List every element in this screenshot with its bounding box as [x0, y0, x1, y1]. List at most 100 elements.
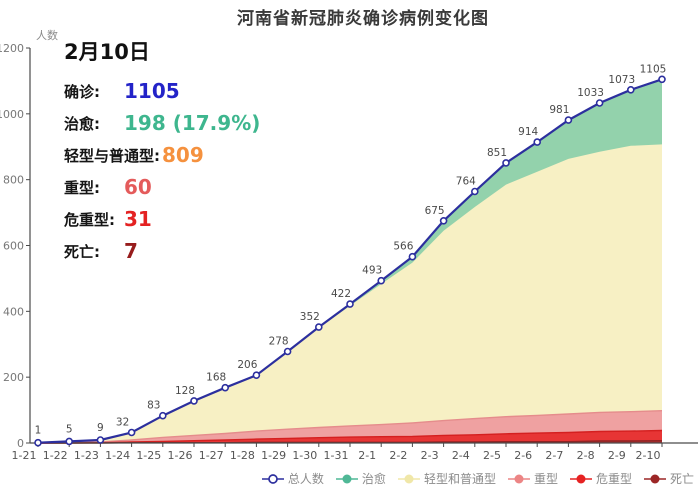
y-tick-label: 800	[3, 174, 24, 187]
x-tick-label: 1-25	[136, 449, 161, 462]
y-tick-label: 1200	[0, 42, 24, 55]
edge-重型	[37, 410, 663, 444]
total-point	[96, 436, 105, 444]
y-axis-unit-label: 人数	[36, 29, 58, 42]
death-label: 死亡:	[64, 242, 100, 261]
total-point	[283, 347, 292, 356]
x-tick-label: 2-9	[608, 449, 626, 462]
total-point	[252, 371, 261, 380]
confirmed-value: 1105	[124, 79, 180, 103]
total-point	[314, 323, 323, 331]
legend-label-cured: 治愈	[361, 472, 386, 486]
info-panel: 2月10日 确诊: 1105 治愈: 198 (17.9%) 轻型与普通型: 8…	[64, 36, 260, 267]
info-row-confirmed: 确诊: 1105	[64, 75, 260, 107]
point-label: 1105	[640, 63, 667, 75]
y-tick-label: 1000	[0, 108, 24, 121]
cured-value: 198 (17.9%)	[124, 111, 261, 135]
total-point	[658, 75, 666, 84]
info-row-death: 死亡: 7	[64, 235, 260, 267]
point-label: 9	[97, 422, 104, 434]
x-tick-label: 2-4	[452, 449, 470, 462]
total-point	[190, 397, 198, 405]
total-point	[408, 252, 417, 261]
point-label: 914	[518, 126, 538, 138]
y-tick-label: 400	[3, 305, 24, 318]
point-label: 675	[425, 205, 445, 217]
point-label: 168	[206, 372, 226, 384]
info-row-critical: 危重型: 31	[64, 203, 260, 235]
severe-value: 60	[124, 175, 152, 199]
confirmed-label: 确诊:	[64, 82, 100, 101]
info-row-cured: 治愈: 198 (17.9%)	[64, 107, 260, 139]
critical-label: 危重型:	[64, 210, 115, 229]
edge-危重型	[38, 429, 663, 444]
chart-title: 河南省新冠肺炎确诊病例变化图	[237, 9, 489, 29]
x-tick-label: 1-29	[261, 449, 286, 462]
area-轻型和普通型	[38, 144, 662, 443]
point-label: 83	[147, 400, 160, 412]
point-label: 206	[237, 359, 257, 371]
point-label: 1033	[577, 87, 604, 99]
total-point	[346, 300, 354, 308]
point-label: 1073	[608, 74, 635, 86]
total-point	[377, 276, 386, 285]
x-tick-label: 1-23	[74, 449, 99, 462]
point-label: 352	[300, 311, 320, 323]
total-point	[34, 438, 42, 447]
legend-item-severe: 重型	[507, 470, 558, 487]
x-tick-label: 2-2	[389, 449, 407, 462]
total-point	[533, 138, 542, 146]
death-dot-marker-icon	[643, 474, 666, 483]
report-date: 2月10日	[64, 40, 150, 64]
critical-value: 31	[124, 207, 152, 231]
x-tick-label: 1-21	[12, 449, 37, 462]
total-point	[470, 187, 479, 196]
point-label: 5	[66, 423, 73, 435]
mild-label: 轻型与普通型:	[64, 146, 160, 165]
legend-label-severe: 重型	[533, 472, 558, 486]
x-tick-label: 1-31	[324, 449, 349, 462]
point-label: 493	[362, 265, 382, 277]
total-point	[564, 116, 573, 124]
total-line-marker-icon	[261, 473, 284, 484]
x-tick-label: 2-1	[358, 449, 376, 462]
info-row-mild: 轻型与普通型: 809	[64, 139, 260, 171]
point-label: 422	[331, 288, 351, 300]
x-tick-label: 1-30	[292, 449, 317, 462]
total-point	[626, 86, 635, 94]
point-label: 32	[116, 417, 129, 429]
info-row-severe: 重型: 60	[64, 171, 260, 203]
x-tick-label: 1-24	[105, 449, 130, 462]
point-label: 981	[549, 104, 569, 116]
legend-label-death: 死亡	[669, 472, 694, 486]
severe-label: 重型:	[64, 178, 100, 197]
total-point	[127, 428, 136, 437]
point-label: 764	[456, 176, 476, 188]
total-point	[65, 437, 73, 446]
legend-item-death: 死亡	[643, 470, 694, 487]
legend-label-critical: 危重型	[595, 472, 632, 486]
x-tick-label: 2-10	[636, 449, 661, 462]
legend-label-mild: 轻型和普通型	[423, 472, 496, 486]
legend-item-mild: 轻型和普通型	[397, 470, 496, 487]
x-tick-label: 1-28	[230, 449, 255, 462]
total-point	[502, 159, 510, 167]
legend-item-cured: 治愈	[335, 470, 386, 487]
cured-dot-marker-icon	[335, 474, 358, 483]
x-tick-label: 1-27	[199, 449, 224, 462]
death-value: 7	[124, 239, 138, 263]
y-tick-label: 200	[3, 371, 24, 384]
x-tick-label: 1-26	[168, 449, 193, 462]
mild-dot-marker-icon	[397, 474, 420, 483]
total-point	[221, 383, 229, 392]
mild-value: 809	[162, 143, 204, 167]
point-label: 1	[35, 425, 42, 437]
total-point	[439, 217, 448, 225]
point-label: 128	[175, 385, 195, 397]
cured-label: 治愈:	[64, 114, 100, 133]
point-label: 566	[393, 241, 413, 253]
x-tick-label: 2-7	[545, 449, 563, 462]
x-tick-label: 2-8	[577, 449, 595, 462]
chart-legend: 总人数 治愈 轻型和普通型 重型 危重型 死亡	[261, 470, 694, 487]
